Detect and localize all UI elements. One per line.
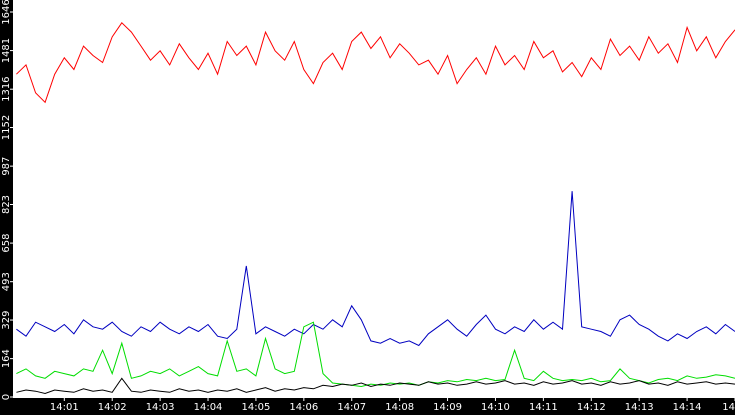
y-tick-label: 1481 [1, 38, 12, 63]
y-tick-label: 0 [1, 394, 12, 400]
y-axis-strip [0, 0, 13, 415]
x-tick-label: 14:08 [385, 402, 414, 413]
x-tick-label: 14 [722, 402, 735, 413]
x-tick-label: 14:10 [481, 402, 510, 413]
x-tick-label: 14:02 [98, 402, 127, 413]
x-axis-strip [0, 398, 735, 415]
y-tick-label: 1152 [1, 115, 12, 140]
y-tick-label: 987 [1, 157, 12, 176]
y-tick-label: 493 [1, 272, 12, 291]
y-tick-label: 823 [1, 195, 12, 214]
x-tick-label: 14:05 [242, 402, 271, 413]
series-line [16, 22, 735, 104]
series-line [16, 191, 735, 347]
y-tick-label: 164 [1, 349, 12, 368]
x-tick-label: 14:07 [337, 402, 366, 413]
x-tick-label: 14:04 [194, 402, 223, 413]
x-tick-label: 14:12 [577, 402, 606, 413]
x-tick-label: 14:03 [146, 402, 175, 413]
series-line [16, 377, 735, 395]
y-tick-label: 1316 [1, 76, 12, 101]
y-tick-label: 329 [1, 310, 12, 329]
x-tick-label: 14:01 [50, 402, 79, 413]
x-tick-label: 14:06 [289, 402, 318, 413]
x-tick-label: 14:14 [673, 402, 702, 413]
x-tick-label: 14:09 [433, 402, 462, 413]
series-line [16, 321, 735, 388]
y-tick-label: 1646 [1, 0, 12, 25]
x-tick-label: 14:13 [625, 402, 654, 413]
x-tick-label: 14:11 [529, 402, 558, 413]
y-tick-label: 658 [1, 234, 12, 253]
